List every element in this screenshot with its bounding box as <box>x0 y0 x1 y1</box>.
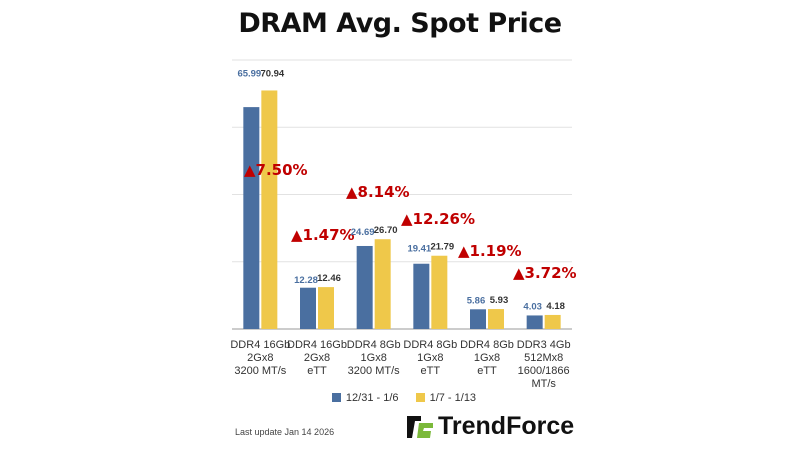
change-annotation: ▲8.14% <box>346 183 410 201</box>
change-annotation: ▲7.50% <box>244 161 308 179</box>
x-tick-label: DDR4 8Gb <box>347 339 401 351</box>
trendforce-logo-icon <box>407 415 433 438</box>
bar <box>300 287 316 329</box>
data-label: 5.93 <box>490 295 509 306</box>
change-annotation: ▲1.47% <box>291 226 355 244</box>
legend-swatch-series-1 <box>331 393 341 402</box>
x-tick-label: 1Gx8 <box>417 352 443 364</box>
data-label: 26.70 <box>374 225 398 236</box>
legend-swatch-series-2 <box>415 393 425 402</box>
bar <box>243 107 260 329</box>
x-tick-label: 2Gx8 <box>247 352 273 364</box>
x-tick-label: 512Mx8 <box>524 352 563 364</box>
x-tick-label: 1600/1866 <box>518 365 570 377</box>
bar <box>356 245 373 329</box>
bar <box>431 255 448 329</box>
bar <box>488 309 504 329</box>
change-annotation: ▲12.26% <box>401 210 475 228</box>
x-tick-label: eTT <box>477 365 497 377</box>
x-tick-label: MT/s <box>531 378 556 390</box>
data-label: 4.18 <box>546 301 565 312</box>
legend: 12/31 - 1/6 1/7 - 1/13 <box>0 392 800 404</box>
x-tick-label: DDR4 8Gb <box>460 339 514 351</box>
x-tick-label: eTT <box>421 365 441 377</box>
x-tick-label: DDR4 16Gb <box>230 339 290 351</box>
bar <box>374 239 391 329</box>
change-annotation: ▲3.72% <box>513 264 577 282</box>
data-label: 21.79 <box>430 242 454 253</box>
bar <box>470 309 486 329</box>
x-tick-label: 3200 MT/s <box>234 365 286 377</box>
legend-label-series-2: 1/7 - 1/13 <box>429 392 477 404</box>
x-tick-label: 3200 MT/s <box>348 365 400 377</box>
change-annotation: ▲1.19% <box>458 242 522 260</box>
last-update-text: Last update Jan 14 2026 <box>235 427 335 437</box>
data-label: 24.69 <box>351 227 375 238</box>
bar <box>261 90 278 329</box>
x-tick-label: DDR4 8Gb <box>403 339 457 351</box>
bar <box>526 315 543 329</box>
x-tick-label: 1Gx8 <box>474 352 500 364</box>
bar <box>413 263 430 329</box>
x-tick-label: 1Gx8 <box>361 352 387 364</box>
x-tick-label: eTT <box>307 365 327 377</box>
data-label: 70.94 <box>260 68 284 79</box>
data-label: 4.03 <box>523 301 542 312</box>
data-label: 12.46 <box>317 273 341 284</box>
x-tick-label: DDR4 16Gb <box>287 339 347 351</box>
data-label: 12.28 <box>294 275 318 286</box>
legend-label-series-1: 12/31 - 1/6 <box>345 392 399 404</box>
x-tick-label: DDR3 4Gb <box>517 339 571 351</box>
data-label: 19.41 <box>407 244 431 255</box>
data-label: 65.99 <box>237 68 261 79</box>
bar <box>544 314 561 329</box>
x-tick-label: 2Gx8 <box>304 352 330 364</box>
chart-title: DRAM Avg. Spot Price <box>238 8 562 39</box>
trendforce-logo: TrendForce <box>407 412 574 441</box>
data-label: 5.86 <box>467 295 486 306</box>
bar <box>318 287 334 329</box>
